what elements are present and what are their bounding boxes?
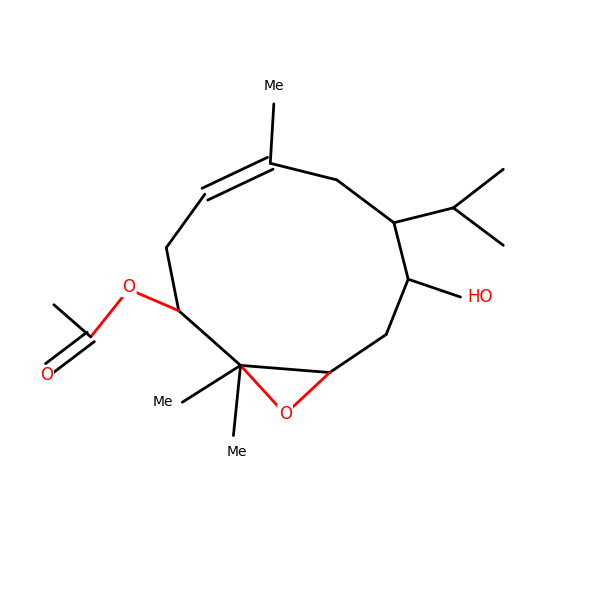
Text: Me: Me <box>226 445 247 459</box>
Text: O: O <box>122 278 135 296</box>
Text: Me: Me <box>152 395 173 409</box>
Text: Me: Me <box>263 79 284 93</box>
Text: O: O <box>278 405 292 423</box>
Text: O: O <box>40 367 53 385</box>
Text: HO: HO <box>467 288 493 306</box>
